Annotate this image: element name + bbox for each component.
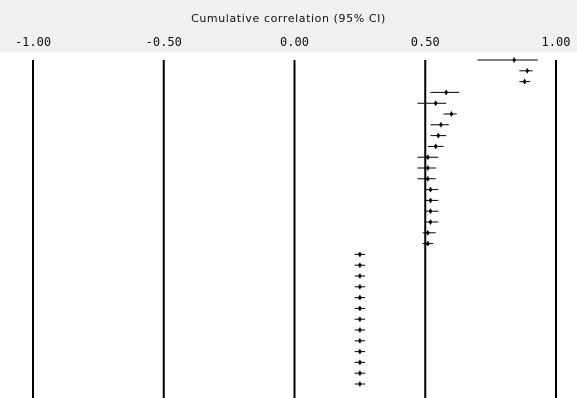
point-estimate: [358, 306, 362, 310]
x-tick-label: 1.00: [542, 35, 571, 49]
x-tick-label: -1.00: [15, 35, 51, 49]
point-estimate: [358, 317, 362, 321]
x-tick-label: 0.00: [280, 35, 309, 49]
point-estimate: [426, 155, 430, 159]
point-estimate: [358, 360, 362, 364]
point-estimate: [434, 101, 438, 105]
point-estimate: [358, 339, 362, 343]
point-estimate: [358, 252, 362, 256]
point-estimate: [358, 274, 362, 278]
point-estimate: [439, 123, 443, 127]
point-estimate: [523, 80, 527, 84]
header-band: [0, 0, 577, 52]
point-estimate: [428, 220, 433, 224]
point-estimate: [358, 382, 362, 386]
point-estimate: [358, 328, 362, 332]
point-estimate: [358, 350, 362, 354]
point-estimate: [426, 166, 430, 170]
point-estimate: [428, 198, 433, 202]
point-estimate: [428, 209, 433, 213]
point-estimate: [444, 90, 448, 94]
point-estimate: [358, 285, 362, 289]
point-estimate: [449, 112, 453, 116]
x-tick-label: 0.50: [411, 35, 440, 49]
point-estimate: [358, 296, 362, 300]
point-estimate: [426, 177, 430, 181]
point-estimate: [436, 134, 440, 138]
point-estimate: [358, 371, 362, 375]
point-estimate: [525, 69, 529, 73]
point-estimate: [358, 263, 362, 267]
point-estimate: [426, 242, 430, 246]
point-estimate: [512, 58, 516, 62]
chart-title: Cumulative correlation (95% CI): [191, 12, 386, 25]
point-estimate: [428, 188, 433, 192]
point-estimate: [426, 231, 430, 235]
point-estimate: [434, 144, 438, 148]
x-tick-label: -0.50: [146, 35, 182, 49]
